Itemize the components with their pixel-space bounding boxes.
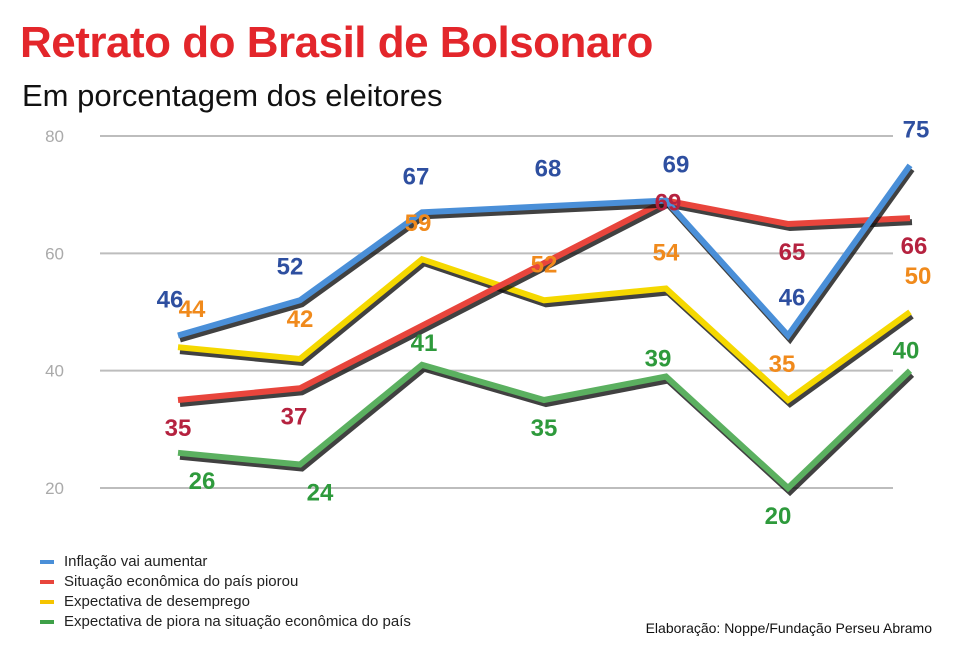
legend-swatch — [40, 580, 54, 584]
series-line — [177, 255, 912, 404]
data-label: 50 — [905, 263, 932, 290]
legend-label: Expectativa de desemprego — [64, 593, 250, 610]
y-tick-label: 20 — [45, 479, 64, 498]
data-label: 66 — [901, 233, 928, 260]
legend-label: Situação econômica do país piorou — [64, 573, 299, 590]
legend: Inflação vai aumentar Situação econômica… — [40, 552, 411, 632]
data-label: 54 — [653, 240, 680, 267]
data-label: 46 — [779, 284, 806, 311]
data-label: 44 — [179, 296, 206, 323]
legend-item: Inflação vai aumentar — [40, 552, 411, 572]
series-line — [177, 163, 913, 341]
data-label: 20 — [765, 503, 792, 530]
data-label: 65 — [779, 239, 806, 266]
data-label: 24 — [307, 480, 334, 507]
data-label: 35 — [769, 351, 796, 378]
legend-swatch — [40, 560, 54, 564]
y-tick-label: 60 — [45, 244, 64, 263]
y-tick-label: 80 — [45, 127, 64, 146]
y-tick-label: 40 — [45, 362, 64, 381]
data-label: 39 — [645, 346, 672, 373]
data-label: 37 — [281, 403, 308, 430]
legend-item: Expectativa de desemprego — [40, 592, 411, 612]
data-label: 46 — [157, 286, 184, 313]
data-label: 68 — [535, 155, 562, 182]
series-line-shadow — [179, 259, 914, 408]
data-label: 67 — [403, 163, 430, 190]
chart-subtitle: Em porcentagem dos eleitores — [22, 78, 443, 113]
data-label: 69 — [655, 190, 682, 217]
data-label: 26 — [189, 468, 216, 495]
legend-swatch — [40, 620, 54, 624]
data-label: 41 — [411, 330, 438, 357]
data-label: 40 — [893, 338, 920, 365]
data-label: 52 — [531, 251, 558, 278]
data-label: 35 — [531, 415, 558, 442]
legend-item: Expectativa de piora na situação econômi… — [40, 612, 411, 632]
series-line-shadow — [179, 365, 915, 497]
data-label: 42 — [287, 306, 314, 333]
series-line — [177, 361, 913, 493]
data-label: 52 — [277, 253, 304, 280]
legend-item: Situação econômica do país piorou — [40, 572, 411, 592]
data-label: 75 — [903, 116, 930, 143]
legend-label: Inflação vai aumentar — [64, 553, 208, 570]
legend-label: Expectativa de piora na situação econômi… — [64, 613, 411, 630]
chart-title: Retrato do Brasil de Bolsonaro — [20, 18, 653, 67]
data-label: 35 — [165, 415, 192, 442]
data-label: 69 — [663, 152, 690, 179]
data-label: 59 — [405, 210, 432, 237]
series-line-shadow — [179, 167, 915, 345]
source-note: Elaboração: Noppe/Fundação Perseu Abramo — [645, 620, 932, 636]
legend-swatch — [40, 600, 54, 604]
